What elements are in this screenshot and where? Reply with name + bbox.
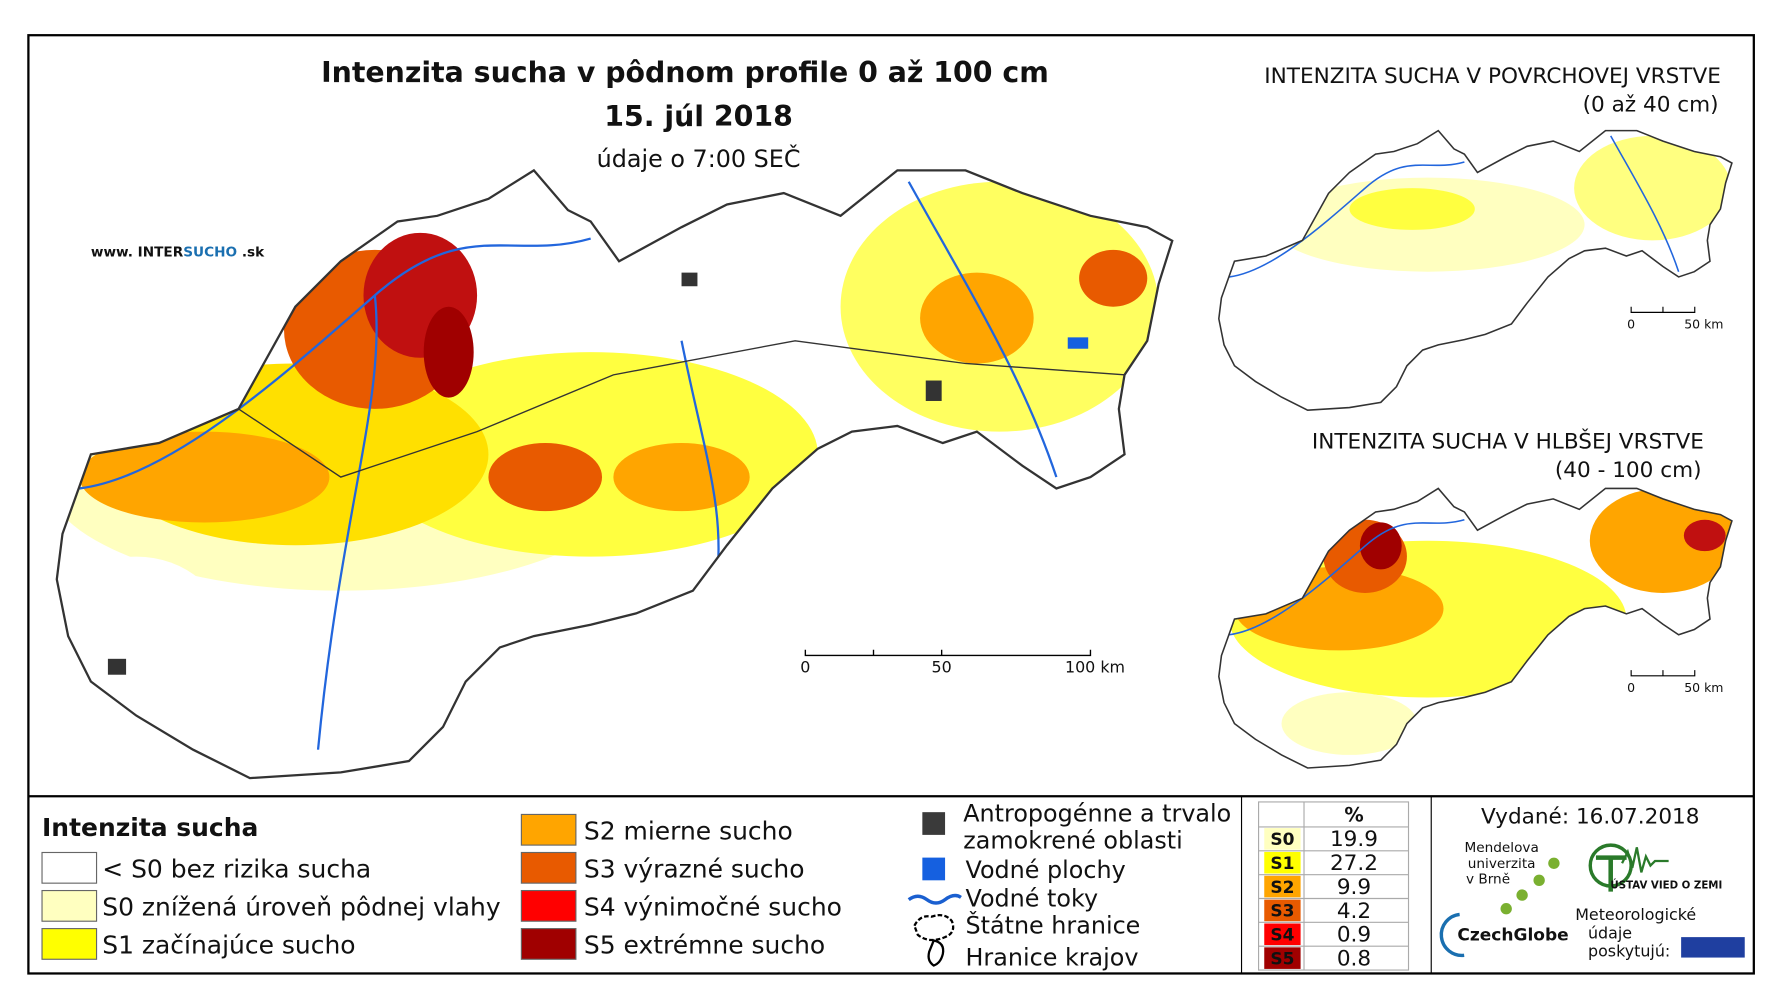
scale-bar (1630, 670, 1696, 677)
logo-text: v Brně (1466, 872, 1510, 888)
legend-label: S3 výrazné sucho (584, 854, 805, 883)
map-title: Intenzita sucha v pôdnom profile 0 až 10… (321, 56, 1049, 89)
scale-bar (804, 649, 1092, 657)
symbol-label: Štátne hranice (966, 912, 1141, 940)
logo-text: univerzita (1468, 856, 1536, 872)
main-map (55, 169, 1174, 780)
legend-swatch (41, 928, 98, 960)
logo-text: CzechGlobe (1457, 926, 1568, 946)
legend: < S0 bez rizika sucha S0 znížená úroveň p… (41, 813, 842, 960)
legend-label: S5 extrémne sucho (584, 931, 825, 960)
stats-class: S2 (1270, 878, 1294, 898)
inset-subtitle: (0 až 40 cm) (1583, 92, 1719, 117)
stats-value: 9.9 (1337, 875, 1371, 900)
stats-rows: S0 19.9 S1 27.2 S2 9.9 S3 4.2 S4 0.9 S5 0.8 (1258, 826, 1409, 972)
scale-bar (1630, 306, 1696, 313)
issued: Vydané: 16.07.2018 (1481, 805, 1699, 830)
scale-label: 100 km (1065, 657, 1125, 676)
scale-label: 50 km (1684, 316, 1723, 331)
website-prefix: www. INTER (91, 245, 184, 261)
stats-class: S3 (1270, 902, 1294, 922)
stats-class-cell (1264, 899, 1301, 922)
symbol-label: Antropogénne a trvalo zamokrené oblasti (963, 799, 1232, 855)
symbol-label: Vodné toky (966, 884, 1099, 912)
inset-subtitle: (40 - 100 cm) (1555, 458, 1702, 483)
legend-label: S2 mierne sucho (584, 816, 793, 845)
stats-value: 27.2 (1330, 851, 1378, 876)
stats-class-cell (1264, 923, 1301, 946)
stats-class: S5 (1270, 949, 1294, 969)
map-date: 15. júl 2018 (604, 100, 793, 133)
scale-label: 0 (800, 657, 810, 676)
website: www. INTERSUCHO .sk (91, 245, 265, 261)
logo-text: ÚSTAV VIED O ZEMI (1610, 878, 1722, 891)
stats-class-cell (1264, 875, 1301, 898)
stats-header: % (1344, 803, 1363, 826)
map-time: údaje o 7:00 SEČ (597, 145, 801, 173)
legend-swatch (41, 851, 98, 884)
legend-swatch (520, 813, 577, 846)
legend-label: < S0 bez rizika sucha (102, 854, 371, 883)
stats-value: 0.9 (1337, 923, 1371, 948)
website-highlight: SUCHO (183, 245, 237, 261)
legend-label: S1 začínajúce sucho (102, 931, 355, 960)
symbol-label: Vodné plochy (966, 856, 1126, 884)
stats-class: S4 (1270, 926, 1294, 946)
stats-class: S0 (1270, 830, 1294, 850)
legend-swatch (41, 889, 98, 922)
stats-class: S1 (1270, 854, 1294, 874)
legend-swatch (520, 889, 577, 922)
legend-title: Intenzita sucha (42, 813, 258, 842)
legend-swatch (520, 928, 577, 960)
logo-text: Meteorologické (1575, 905, 1696, 924)
stats-table (1258, 801, 1410, 971)
scale-label: 50 km (1684, 680, 1723, 695)
scale-label: 50 (932, 657, 952, 676)
stats-value: 4.2 (1337, 899, 1371, 924)
website-suffix: .sk (237, 245, 265, 261)
stats-class-cell (1264, 828, 1301, 850)
logo-text: Mendelova (1464, 840, 1538, 856)
legend-swatch (520, 851, 577, 884)
stats-class-cell (1264, 947, 1301, 969)
inset-map (1218, 487, 1733, 769)
logo-text: poskytujú: (1588, 941, 1670, 960)
symbol-label: Hranice krajov (966, 944, 1139, 972)
scale-label: 0 (1627, 316, 1635, 331)
logo-text: údaje (1588, 923, 1632, 942)
symbols: Antropogénne a trvalo zamokrené oblasti … (907, 799, 1232, 972)
legend-label: S4 výnimočné sucho (584, 893, 842, 922)
inset-map (1218, 129, 1733, 411)
stats-value: 19.9 (1330, 827, 1378, 852)
legend-label: S0 znížená úroveň pôdnej vlahy (102, 893, 501, 922)
scale-label: 0 (1627, 680, 1635, 695)
stats-value: 0.8 (1337, 947, 1371, 972)
stats-class-cell (1264, 851, 1301, 874)
logos: Mendelova univerzita v Brně CzechGlobe Ú… (1439, 840, 1745, 960)
inset-title: INTENZITA SUCHA V POVRCHOVEJ VRSTVE (1264, 64, 1721, 89)
inset-title: INTENZITA SUCHA V HLBŠEJ VRSTVE (1312, 429, 1704, 455)
